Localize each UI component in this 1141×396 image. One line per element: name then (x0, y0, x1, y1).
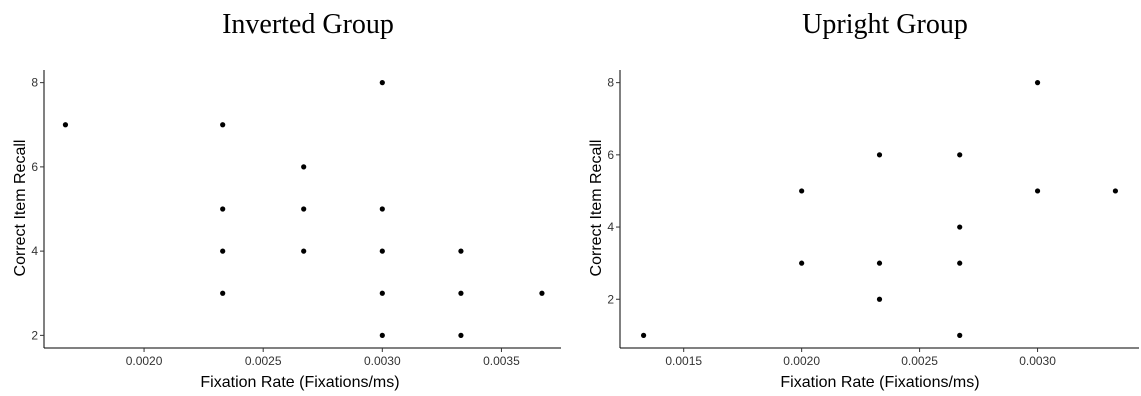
data-point (876, 296, 883, 302)
data-point (1112, 188, 1119, 194)
y-ticks: 2 4 6 8 (607, 76, 620, 306)
data-point (220, 122, 226, 128)
y-tick-label: 2 (607, 292, 614, 306)
x-tick-label: 0.0025 (245, 354, 282, 368)
y-axis-title: Correct Item Recall (588, 140, 605, 277)
y-tick-label: 2 (31, 328, 38, 342)
y-tick-label: 6 (607, 148, 614, 162)
data-point (957, 152, 963, 158)
x-tick-label: 0.0030 (1019, 354, 1056, 368)
chart-title: Inverted Group (222, 9, 394, 40)
data-point (301, 206, 307, 212)
data-point (379, 248, 385, 254)
data-point (220, 290, 226, 296)
data-points (62, 80, 545, 338)
data-point (876, 260, 883, 266)
data-point (957, 332, 963, 338)
data-point (876, 152, 883, 158)
data-point (1034, 188, 1041, 194)
upright-group-panel: Upright Group Correct Item Recall Fixati… (588, 9, 1139, 391)
y-tick-label: 4 (31, 244, 38, 258)
x-tick-label: 0.0015 (665, 354, 702, 368)
y-tick-label: 4 (607, 220, 614, 234)
data-point (62, 122, 69, 128)
y-tick-label: 8 (31, 76, 38, 90)
inverted-group-panel: Inverted Group Correct Item Recall Fixat… (12, 9, 561, 391)
data-point (640, 332, 647, 338)
y-ticks: 2 4 6 8 (31, 76, 44, 342)
data-point (379, 290, 385, 296)
data-point (458, 332, 464, 338)
data-point (539, 290, 545, 296)
x-axis-title: Fixation Rate (Fixations/ms) (200, 374, 399, 391)
data-point (379, 80, 385, 86)
data-point (301, 164, 307, 170)
data-point (799, 188, 805, 194)
data-point (220, 206, 226, 212)
x-axis-title: Fixation Rate (Fixations/ms) (780, 374, 979, 391)
data-point (379, 206, 385, 212)
data-point (220, 248, 226, 254)
y-tick-label: 6 (31, 160, 38, 174)
x-tick-label: 0.0030 (364, 354, 401, 368)
x-tick-label: 0.0025 (901, 354, 938, 368)
x-tick-label: 0.0020 (783, 354, 820, 368)
data-point (301, 248, 307, 254)
x-ticks: 0.0020 0.0025 0.0030 0.0035 (126, 348, 520, 368)
x-tick-label: 0.0035 (483, 354, 520, 368)
data-point (957, 260, 963, 266)
data-point (957, 224, 963, 230)
x-ticks: 0.0015 0.0020 0.0025 0.0030 (665, 348, 1056, 368)
data-point (1034, 80, 1041, 86)
y-tick-label: 8 (607, 76, 614, 90)
data-point (379, 332, 385, 338)
data-point (799, 260, 805, 266)
data-points (640, 80, 1119, 338)
chart-title: Upright Group (802, 9, 968, 40)
data-point (458, 290, 464, 296)
data-point (458, 248, 464, 254)
x-tick-label: 0.0020 (126, 354, 163, 368)
y-axis-title: Correct Item Recall (12, 140, 29, 277)
